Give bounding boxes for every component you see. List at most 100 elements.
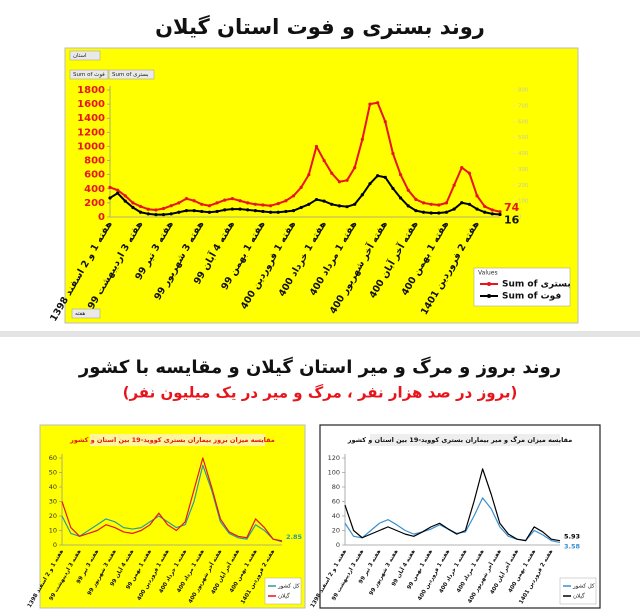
point-marker (284, 199, 288, 203)
point-marker (383, 175, 387, 179)
legend-box (264, 577, 302, 605)
end-label: 3.58 (564, 542, 581, 550)
point-marker (123, 194, 127, 198)
y2-tick-label: 400 (518, 151, 529, 157)
point-marker (368, 182, 372, 186)
point-marker (314, 144, 319, 149)
point-marker (368, 102, 372, 106)
filter-button[interactable] (69, 69, 109, 80)
point-marker (223, 198, 227, 202)
point-marker (177, 201, 181, 205)
y2-tick-label: 200 (518, 183, 529, 189)
y-tick-label: 30 (49, 498, 57, 506)
point-marker (146, 207, 150, 211)
point-marker (131, 205, 135, 210)
y-tick-label: 0 (98, 212, 105, 223)
y-tick-label: 80 (332, 483, 340, 491)
series-line (61, 464, 283, 543)
point-marker (116, 188, 120, 192)
point-marker (131, 201, 135, 205)
y-tick-label: 400 (84, 184, 105, 195)
point-marker (345, 178, 349, 182)
filter-button[interactable] (108, 69, 155, 80)
legend-label: Sum of فوت (502, 292, 561, 302)
y-tick-label: 40 (49, 483, 57, 491)
point-marker (467, 202, 472, 206)
end-label: 5.93 (564, 533, 580, 541)
point-marker (146, 212, 150, 216)
point-marker (253, 202, 257, 206)
point-marker (154, 208, 158, 212)
point-marker (452, 183, 456, 187)
point-marker (460, 166, 464, 170)
point-marker (322, 199, 326, 203)
legend-swatch (487, 282, 491, 286)
point-marker (414, 209, 418, 213)
y-tick-label: 1800 (77, 85, 105, 96)
title-band (370, 434, 560, 446)
point-marker (284, 209, 288, 214)
point-marker (138, 210, 143, 214)
series-line (109, 101, 501, 213)
point-marker (398, 196, 403, 200)
end-label: 2.85 (286, 533, 303, 541)
legend-box (473, 267, 571, 307)
point-marker (498, 212, 502, 217)
point-marker (253, 209, 257, 213)
point-marker (169, 212, 173, 216)
y-tick-label: 1400 (77, 113, 105, 124)
point-marker (207, 204, 212, 208)
point-marker (215, 209, 219, 214)
heading: روند بروز و مرگ و میر استان گیلان و مقای… (78, 356, 561, 378)
y2-tick-label: 600 (518, 119, 529, 125)
point-marker (261, 209, 265, 214)
point-marker (299, 185, 303, 189)
point-marker (116, 191, 120, 195)
legend-label: گیلان (573, 593, 585, 600)
end-label: 74 (504, 201, 520, 214)
title-band (90, 434, 265, 446)
legend-title: Values (478, 270, 498, 277)
point-marker (414, 197, 418, 201)
point-marker (276, 210, 280, 214)
filter-label: Sum of بستری (112, 72, 149, 78)
point-marker (437, 211, 441, 215)
point-marker (161, 213, 166, 217)
point-marker (444, 210, 449, 214)
series-line (109, 174, 501, 216)
point-marker (108, 196, 112, 200)
y-tick-label: 1600 (77, 99, 105, 110)
filter-label: استان (73, 53, 87, 59)
point-marker (207, 210, 212, 214)
separator (0, 331, 640, 337)
y-tick-label: 200 (84, 198, 105, 209)
point-marker (314, 197, 319, 202)
point-marker (177, 210, 181, 214)
point-marker (200, 209, 204, 214)
chart-title: مقایسه میزان مرگ و میر بیماران بستری کوو… (347, 435, 572, 444)
point-marker (353, 166, 357, 170)
y-tick-label: 20 (332, 527, 340, 535)
y-tick-label: 120 (328, 454, 340, 462)
y-tick-label: 20 (49, 512, 57, 520)
point-marker (230, 207, 234, 211)
y-tick-label: 10 (49, 527, 57, 535)
y-tick-label: 40 (332, 512, 340, 520)
point-marker (108, 185, 112, 189)
point-marker (498, 210, 502, 214)
point-marker (376, 174, 380, 178)
chart-title: مقایسه میزان بروز بیماران بستری کووید-19… (69, 436, 275, 444)
y-tick-label: 0 (53, 541, 57, 549)
filter-button[interactable] (71, 308, 101, 319)
point-marker (230, 197, 234, 201)
point-marker (192, 199, 196, 203)
end-label: 16 (504, 213, 520, 226)
point-marker (268, 204, 273, 208)
point-marker (429, 211, 433, 215)
point-marker (398, 173, 403, 177)
point-marker (421, 201, 426, 205)
y-tick-label: 600 (84, 170, 105, 181)
filter-button[interactable] (69, 50, 101, 61)
point-marker (299, 205, 303, 210)
y-tick-label: 0 (336, 541, 340, 549)
